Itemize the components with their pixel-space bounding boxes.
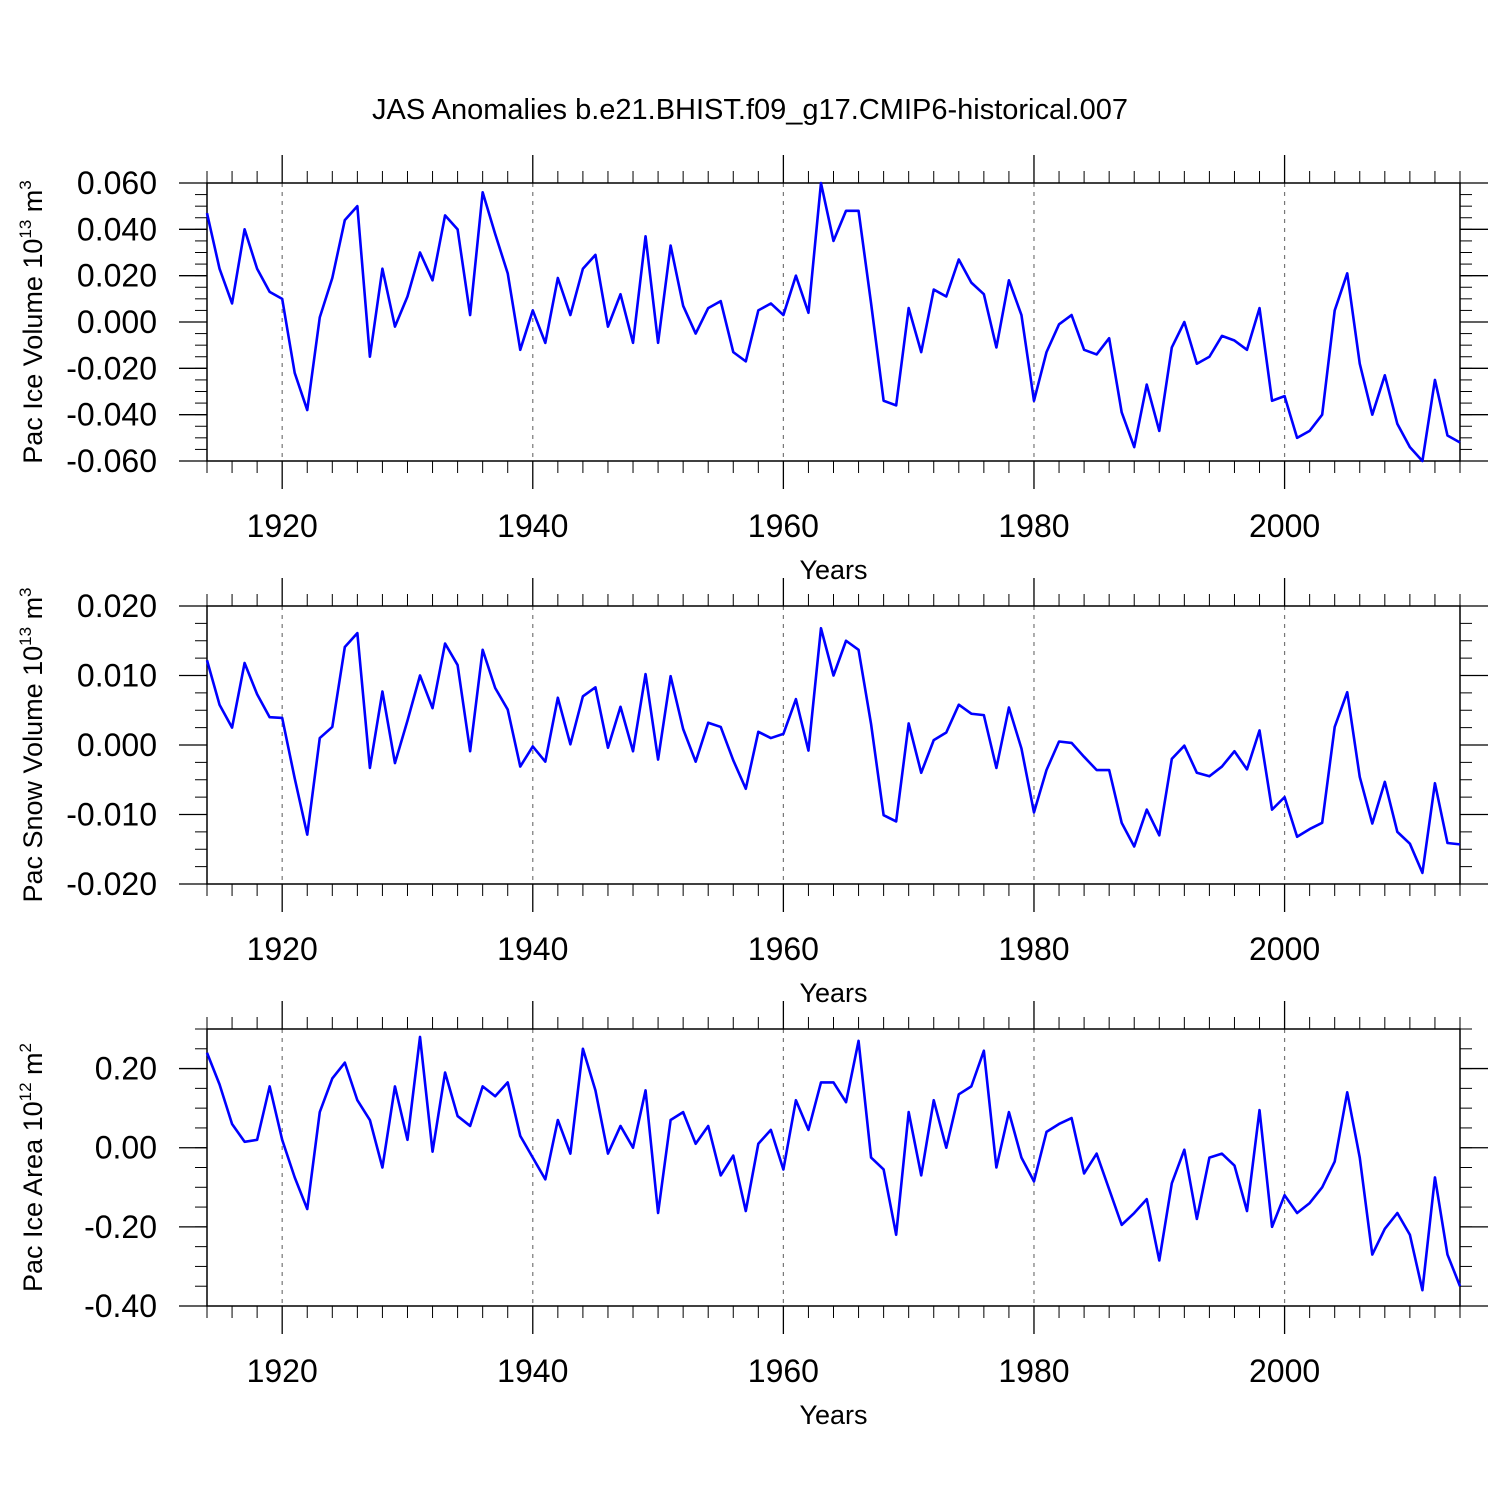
y-tick-label: 0.010 [77,658,157,694]
y-axis-label: Pac Ice Volume 1013 m3 [16,180,48,464]
x-tick-label: 1920 [247,931,318,967]
plot-frame [206,605,1461,885]
y-tick-label: -0.020 [66,866,157,902]
y-tick-label: 0.020 [77,258,157,294]
y-axis-label-unit: m [18,1052,48,1082]
y-tick-label: -0.40 [84,1288,157,1324]
y-tick-label: 0.000 [77,727,157,763]
y-axis-label-unit-exponent: 3 [16,587,35,596]
y-axis-label-text: Pac Ice Area 10 [18,1101,48,1292]
x-axis-label: Years [799,555,867,585]
y-axis-label-exponent: 13 [16,627,35,646]
y-tick-label: 0.000 [77,304,157,340]
y-tick-label: -0.020 [66,350,157,386]
chart-panel-1: 1920 1940 1960 1980 2000 0.060 0.040 0.020 0.000… [16,155,1488,585]
y-axis-label-unit-exponent: 3 [16,180,35,189]
x-tick-label: 2000 [1249,508,1320,544]
x-tick-label: 2000 [1249,931,1320,967]
y-tick-label: -0.20 [84,1209,157,1245]
x-tick-label: 1980 [998,931,1069,967]
x-tick-label: 1940 [497,931,568,967]
y-tick-label: -0.040 [66,397,157,433]
y-tick-label: 0.020 [77,588,157,624]
data-series-line [205,181,1461,463]
y-tick-label: -0.060 [66,443,157,479]
chart-panel-3: 1920 1940 1960 1980 2000 0.20 0.00 -0.20 -0.40 Ye… [16,1001,1488,1430]
x-tick-label: 1940 [497,508,568,544]
x-tick-label: 1960 [748,508,819,544]
y-tick-label: 0.00 [95,1130,157,1166]
x-tick-label: 1960 [748,931,819,967]
y-tick-label: 0.040 [77,211,157,247]
x-tick-label: 2000 [1249,1353,1320,1389]
y-tick-label: -0.010 [66,797,157,833]
data-series-line [205,626,1461,875]
x-tick-label: 1980 [998,1353,1069,1389]
x-tick-label: 1920 [247,508,318,544]
y-axis-label-unit: m [18,190,48,220]
y-axis-label: Pac Ice Area 1012 m2 [16,1043,48,1292]
x-axis-label: Years [799,1400,867,1430]
x-axis-label: Years [799,978,867,1008]
y-tick-label: 0.20 [95,1051,157,1087]
y-axis-label-unit: m [18,597,48,627]
y-tick-label: 0.060 [77,165,157,201]
data-series-line [205,1035,1462,1292]
x-tick-label: 1980 [998,508,1069,544]
plot-frame [206,1028,1461,1307]
y-axis-label-exponent: 12 [16,1082,35,1101]
y-axis-label-text: Pac Ice Volume 10 [18,239,48,464]
y-axis-label-text: Pac Snow Volume 10 [18,646,48,903]
y-axis-label-exponent: 13 [16,220,35,239]
figure-title: JAS Anomalies b.e21.BHIST.f09_g17.CMIP6-… [372,94,1128,126]
x-tick-label: 1940 [497,1353,568,1389]
y-axis-label-unit-exponent: 2 [16,1043,35,1052]
x-tick-label: 1920 [247,1353,318,1389]
y-axis-label: Pac Snow Volume 1013 m3 [16,587,48,902]
x-tick-label: 1960 [748,1353,819,1389]
chart-panel-2: 1920 1940 1960 1980 2000 0.020 0.010 0.000 -0.01… [16,578,1488,1008]
